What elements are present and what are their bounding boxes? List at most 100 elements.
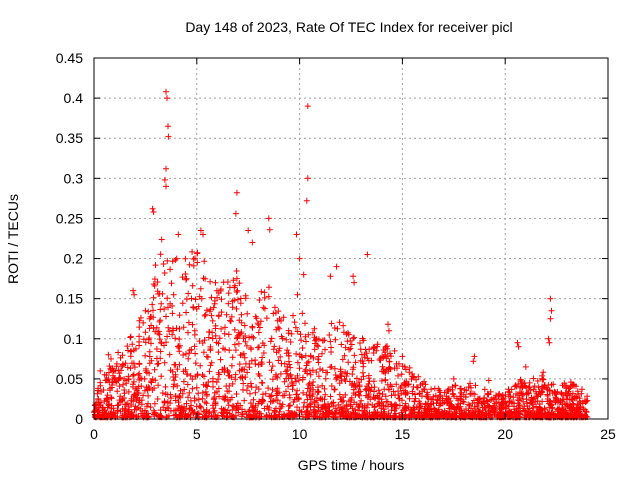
data-point (306, 380, 313, 387)
data-point (518, 380, 525, 387)
data-point (486, 403, 493, 410)
x-tick-label: 15 (395, 426, 411, 442)
data-point (159, 390, 166, 396)
data-point (241, 397, 248, 404)
data-point (336, 391, 343, 398)
data-point (194, 249, 201, 256)
data-point (196, 338, 203, 345)
data-point (244, 369, 251, 376)
data-point (205, 379, 212, 385)
data-point (313, 369, 320, 376)
data-point (116, 374, 123, 381)
data-point (449, 412, 456, 419)
data-point (311, 398, 318, 405)
data-point (331, 365, 338, 372)
data-point (207, 362, 214, 369)
data-point (452, 382, 459, 389)
data-point (157, 348, 164, 355)
data-point (301, 399, 308, 406)
data-point (158, 373, 165, 380)
data-point (158, 300, 165, 307)
data-point (225, 331, 232, 338)
data-point (388, 392, 395, 399)
data-point (336, 380, 343, 387)
data-point (322, 391, 329, 398)
data-point (121, 395, 127, 401)
data-point (95, 387, 102, 394)
data-point (357, 340, 363, 346)
data-point (583, 398, 590, 405)
data-point (229, 354, 236, 361)
data-point (295, 377, 302, 384)
data-point (150, 307, 156, 314)
data-point (276, 345, 283, 352)
data-point (223, 409, 230, 416)
data-point (493, 392, 499, 399)
data-point (491, 402, 498, 409)
data-point (347, 410, 354, 417)
data-point (249, 323, 256, 330)
data-point (268, 335, 275, 342)
data-point (380, 354, 387, 361)
data-point (547, 315, 554, 322)
data-point (134, 394, 141, 401)
data-point (240, 335, 247, 342)
data-point (168, 280, 175, 287)
y-tick-label: 0.45 (56, 50, 83, 66)
data-point (495, 399, 502, 406)
x-tick-label: 20 (497, 426, 513, 442)
data-point (348, 394, 355, 401)
data-point (231, 297, 238, 304)
data-point (334, 374, 341, 381)
plot-frame (93, 57, 609, 420)
data-point (208, 312, 215, 319)
data-point (315, 373, 322, 380)
data-point (169, 325, 176, 332)
data-point (151, 276, 158, 283)
data-point (160, 261, 167, 267)
data-point (95, 407, 102, 414)
data-point (203, 382, 210, 389)
data-point (386, 364, 393, 371)
data-point (272, 413, 279, 420)
data-point (125, 376, 132, 383)
data-point (221, 330, 228, 337)
data-point (141, 412, 148, 419)
data-point (259, 396, 266, 403)
data-point (567, 390, 574, 397)
data-point (145, 410, 152, 417)
data-point (133, 406, 140, 413)
data-point (150, 294, 157, 301)
data-point (192, 360, 199, 367)
data-point (192, 296, 199, 303)
data-point (95, 395, 102, 402)
data-point (151, 413, 158, 419)
data-point (348, 382, 355, 389)
data-point (186, 389, 193, 396)
data-point (315, 359, 322, 366)
data-point (416, 405, 423, 412)
data-point (266, 359, 273, 366)
data-point (164, 295, 171, 302)
data-point (275, 324, 282, 331)
data-point (243, 387, 250, 394)
data-point (176, 312, 183, 319)
data-point (446, 405, 453, 412)
data-point (215, 349, 222, 356)
data-point (398, 390, 405, 397)
data-point (409, 388, 416, 395)
data-point (392, 404, 399, 410)
data-point (286, 394, 293, 401)
data-point (290, 312, 296, 319)
data-point (192, 255, 198, 262)
data-point (244, 310, 251, 317)
data-point (223, 311, 230, 318)
data-point (155, 291, 162, 297)
data-point (321, 385, 328, 392)
data-point (222, 324, 228, 331)
data-point (185, 355, 192, 362)
data-point (237, 374, 244, 381)
data-point (481, 394, 488, 401)
data-point (289, 380, 296, 387)
data-point (371, 384, 378, 391)
